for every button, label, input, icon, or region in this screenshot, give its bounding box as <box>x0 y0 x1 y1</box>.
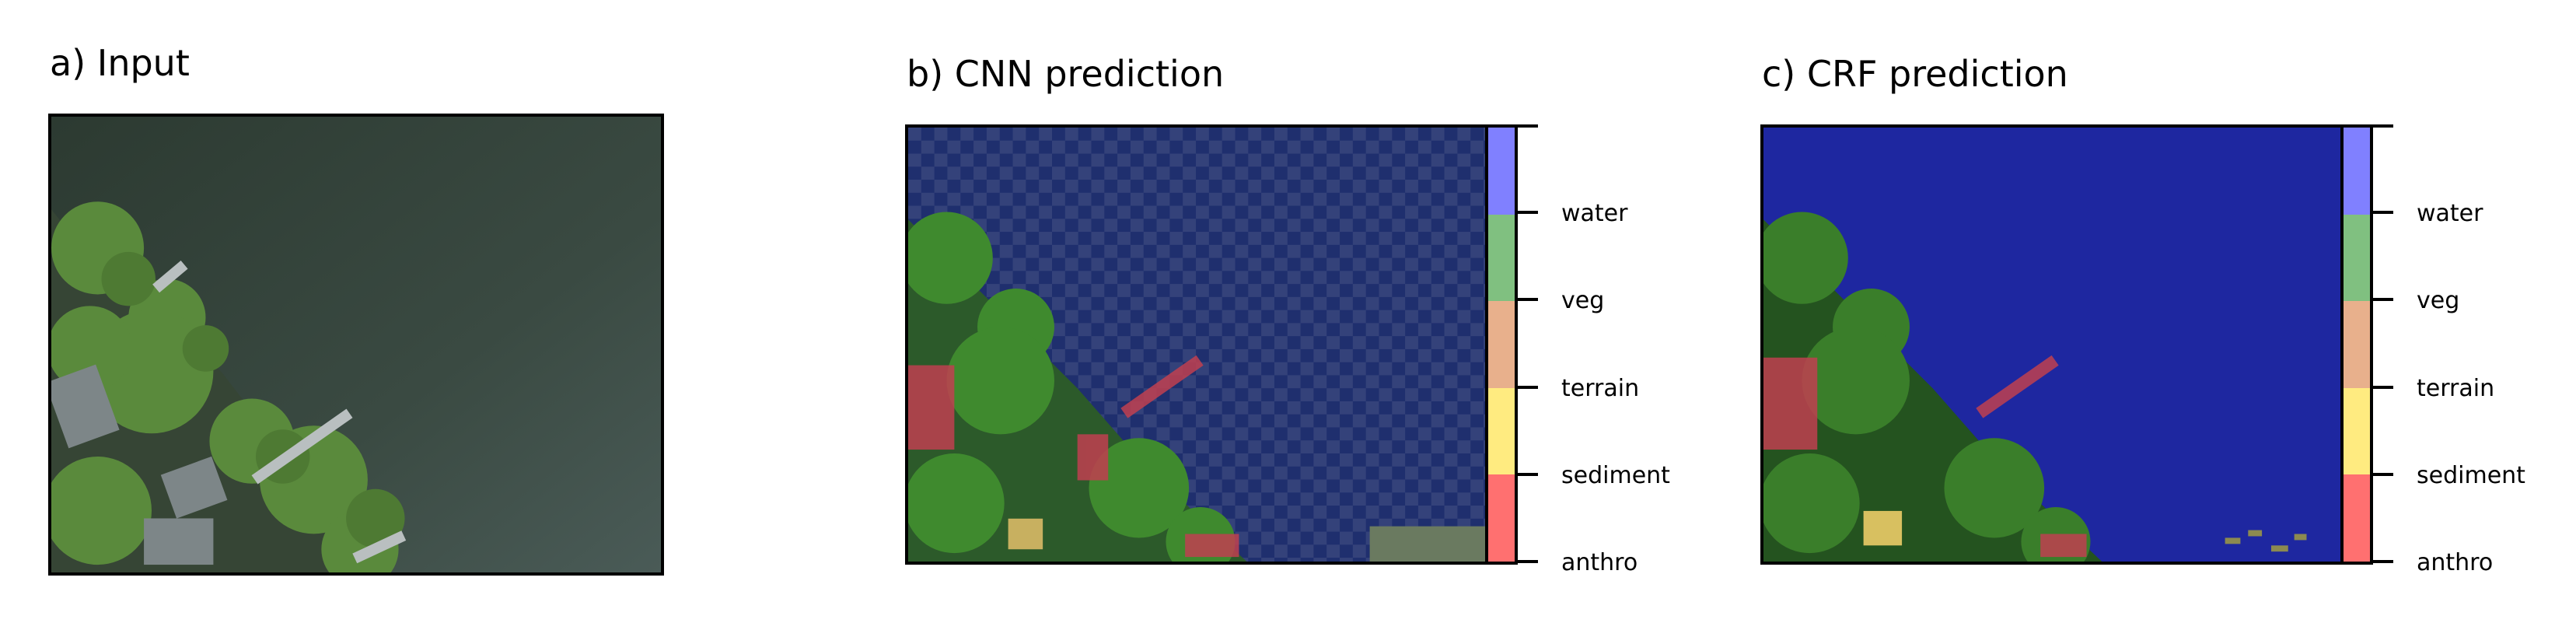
crf-tick-anthro <box>2373 560 2393 563</box>
crf-tick-veg <box>2373 298 2393 301</box>
crf-tick-water <box>2373 211 2393 214</box>
cnn-label-anthro: anthro <box>1561 549 1638 576</box>
cnn-tick-veg <box>1518 298 1538 301</box>
panel-c-title: c) CRF prediction <box>1762 53 2068 95</box>
crf-tick-terrain <box>2373 386 2393 389</box>
panel-a-title: a) Input <box>50 42 190 84</box>
colorbar-segment-anthro <box>2344 474 2370 562</box>
crf-label-sediment: sediment <box>2417 462 2525 489</box>
cnn-label-sediment: sediment <box>1561 462 1670 489</box>
colorbar-segment-water <box>1488 128 1515 215</box>
cnn-prediction-map <box>905 124 1490 565</box>
colorbar-segment-veg <box>1488 214 1515 302</box>
colorbar-segment-terrain <box>1488 301 1515 388</box>
crf-colorbar <box>2340 124 2373 565</box>
colorbar-segment-anthro <box>1488 474 1515 562</box>
crf-tick-sediment <box>2373 473 2393 476</box>
input-image <box>48 114 664 576</box>
cnn-label-veg: veg <box>1561 287 1605 314</box>
colorbar-segment-water <box>2344 128 2370 215</box>
crf-label-veg: veg <box>2417 287 2460 314</box>
crf-label-anthro: anthro <box>2417 549 2494 576</box>
colorbar-segment-sediment <box>2344 387 2370 475</box>
cnn-tick-anthro <box>1518 560 1538 563</box>
colorbar-segment-terrain <box>2344 301 2370 388</box>
cnn-tick-top <box>1518 124 1538 128</box>
panel-b-title: b) CNN prediction <box>907 53 1225 95</box>
crf-tick-top <box>2373 124 2393 128</box>
cnn-tick-terrain <box>1518 386 1538 389</box>
colorbar-segment-veg <box>2344 214 2370 302</box>
colorbar-segment-sediment <box>1488 387 1515 475</box>
crf-label-terrain: terrain <box>2417 375 2495 402</box>
cnn-label-water: water <box>1561 200 1628 227</box>
cnn-colorbar <box>1485 124 1518 565</box>
crf-prediction-map <box>1760 124 2345 565</box>
cnn-tick-water <box>1518 211 1538 214</box>
crf-label-water: water <box>2417 200 2483 227</box>
cnn-label-terrain: terrain <box>1561 375 1640 402</box>
cnn-tick-sediment <box>1518 473 1538 476</box>
